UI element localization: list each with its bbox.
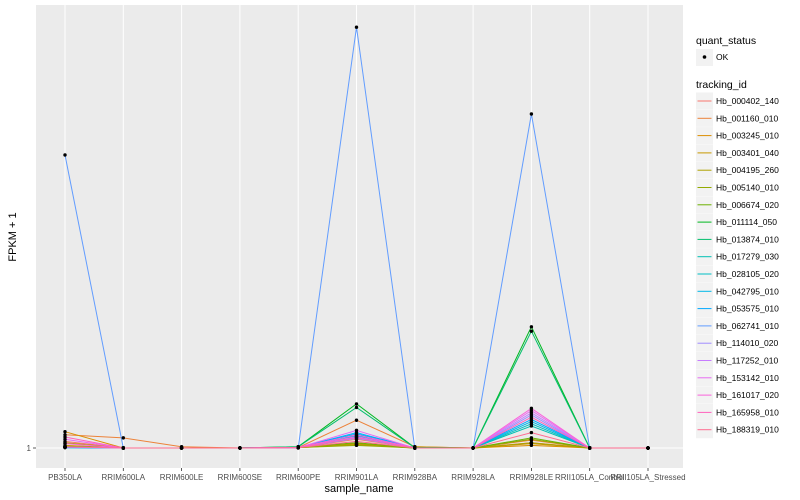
legend-label: Hb_006674_020 — [716, 200, 779, 210]
x-tick-label: RRIM928BA — [393, 473, 438, 482]
y-axis-title: FPKM + 1 — [7, 212, 19, 261]
legend-label: Hb_000402_140 — [716, 96, 779, 106]
shape-legend-items: OK — [696, 49, 729, 66]
data-point — [354, 439, 359, 444]
x-tick-label: PB350LA — [48, 473, 82, 482]
legend-label: OK — [716, 52, 729, 62]
data-point — [238, 446, 242, 450]
legend-point-symbol — [702, 55, 707, 59]
x-tick-label: RRIM600LE — [160, 473, 204, 482]
data-point — [529, 436, 534, 440]
x-tick-label: RRIM928LE — [510, 473, 554, 482]
legend-label: Hb_017279_030 — [716, 252, 779, 262]
color-legend-title: tracking_id — [696, 79, 747, 91]
legend: quant_status OK tracking_id Hb_000402_14… — [696, 35, 779, 439]
legend-label: Hb_013874_010 — [716, 234, 779, 244]
x-tick-label: RRIM928LA — [451, 473, 495, 482]
data-point — [121, 446, 126, 450]
x-tick-label: RRIM600PE — [276, 473, 320, 482]
x-tick-label: RRIM901LA — [335, 473, 379, 482]
data-point — [121, 436, 126, 440]
data-point — [354, 405, 359, 410]
data-point — [588, 446, 592, 450]
legend-label: Hb_053575_010 — [716, 304, 779, 314]
x-tick-label: RRIM600LA — [102, 473, 146, 482]
data-point — [63, 441, 67, 446]
data-point — [354, 402, 359, 406]
data-point — [63, 153, 67, 157]
x-axis-title: sample_name — [324, 483, 393, 495]
data-point — [179, 446, 184, 450]
data-point — [413, 446, 417, 450]
legend-label: Hb_165958_010 — [716, 407, 779, 417]
legend-label: Hb_062741_010 — [716, 321, 779, 331]
data-point — [354, 418, 359, 422]
x-tick-label: RRII105LA_Stressed — [610, 473, 685, 482]
data-point — [354, 25, 359, 29]
data-points — [63, 25, 650, 450]
shape-legend-title: quant_status — [696, 35, 756, 47]
data-point — [529, 325, 534, 329]
legend-label: Hb_004195_260 — [716, 165, 779, 175]
data-point — [63, 435, 67, 439]
x-tick-label: RRII105LA_Control — [555, 473, 625, 482]
legend-label: Hb_042795_010 — [716, 286, 779, 296]
legend-label: Hb_005140_010 — [716, 183, 779, 193]
legend-label: Hb_117252_010 — [716, 356, 779, 366]
data-point — [529, 430, 534, 435]
data-point — [354, 443, 359, 448]
x-axis-ticks: PB350LA RRIM600LA RRIM600LE RRIM600SE RRIM60… — [48, 468, 686, 482]
data-point — [63, 429, 67, 434]
data-point — [354, 428, 359, 433]
data-point — [529, 415, 534, 419]
data-point — [529, 441, 534, 445]
legend-label: Hb_114010_020 — [716, 338, 779, 348]
data-point — [354, 433, 359, 437]
legend-label: Hb_028105_020 — [716, 269, 779, 279]
color-legend-items: Hb_000402_140 Hb_001160_010 Hb_003245_010 H… — [696, 92, 779, 439]
data-point — [354, 435, 359, 440]
legend-label: Hb_011114_050 — [716, 217, 777, 227]
data-point — [529, 329, 534, 333]
y-axis-ticks: 1 — [27, 444, 36, 453]
data-point — [63, 444, 67, 449]
legend-label: Hb_003401_040 — [716, 148, 779, 158]
data-point — [529, 406, 534, 411]
legend-label: Hb_001160_010 — [716, 113, 779, 123]
legend-label: Hb_003245_010 — [716, 131, 779, 141]
y-tick-label: 1 — [27, 444, 32, 453]
legend-label: Hb_188319_010 — [716, 425, 779, 435]
data-point — [529, 112, 534, 116]
legend-label: Hb_161017_020 — [716, 390, 779, 400]
data-point — [296, 445, 300, 450]
legend-label: Hb_153142_010 — [716, 373, 779, 383]
data-point — [646, 446, 650, 450]
data-point — [471, 446, 475, 450]
plot-panel — [36, 5, 683, 468]
x-tick-label: RRIM600SE — [218, 473, 262, 482]
